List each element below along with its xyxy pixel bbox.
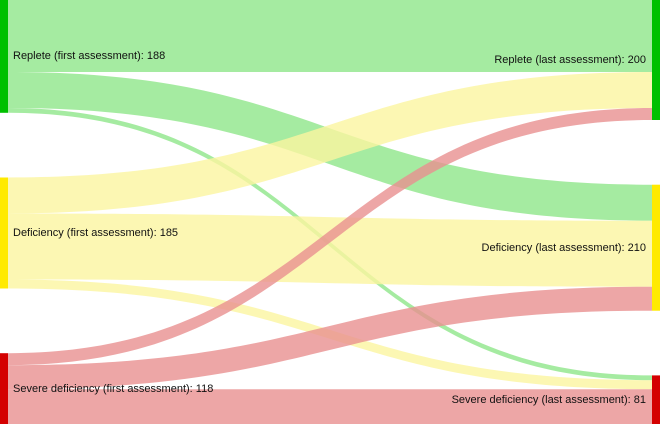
node-label-severe_first: Severe deficiency (first assessment): 11… <box>13 382 214 395</box>
node-bar-deficiency_last <box>652 184 660 311</box>
link-severe_first-to-deficiency_last <box>8 286 652 390</box>
node-bar-replete_last <box>652 0 660 120</box>
node-label-deficiency_first: Deficiency (first assessment): 185 <box>13 227 179 239</box>
node-bar-replete_first <box>0 0 8 113</box>
node-label-severe_last: Severe deficiency (last assessment): 81 <box>451 393 646 406</box>
node-bar-deficiency_first <box>0 177 8 289</box>
link-replete_first-to-replete_last <box>8 0 652 72</box>
link-deficiency_first-to-deficiency_last <box>8 213 652 287</box>
node-label-replete_last: Replete (last assessment): 200 <box>494 54 646 66</box>
node-label-deficiency_last: Deficiency (last assessment): 210 <box>481 241 646 254</box>
link-severe_first-to-replete_last <box>8 108 652 366</box>
node-bar-severe_last <box>652 375 660 424</box>
link-severe_first-to-severe_last <box>8 389 652 424</box>
link-layer <box>8 0 652 424</box>
node-bar-severe_first <box>0 353 8 424</box>
node-label-replete_first: Replete (first assessment): 188 <box>13 50 166 63</box>
link-deficiency_first-to-replete_last <box>8 72 652 214</box>
